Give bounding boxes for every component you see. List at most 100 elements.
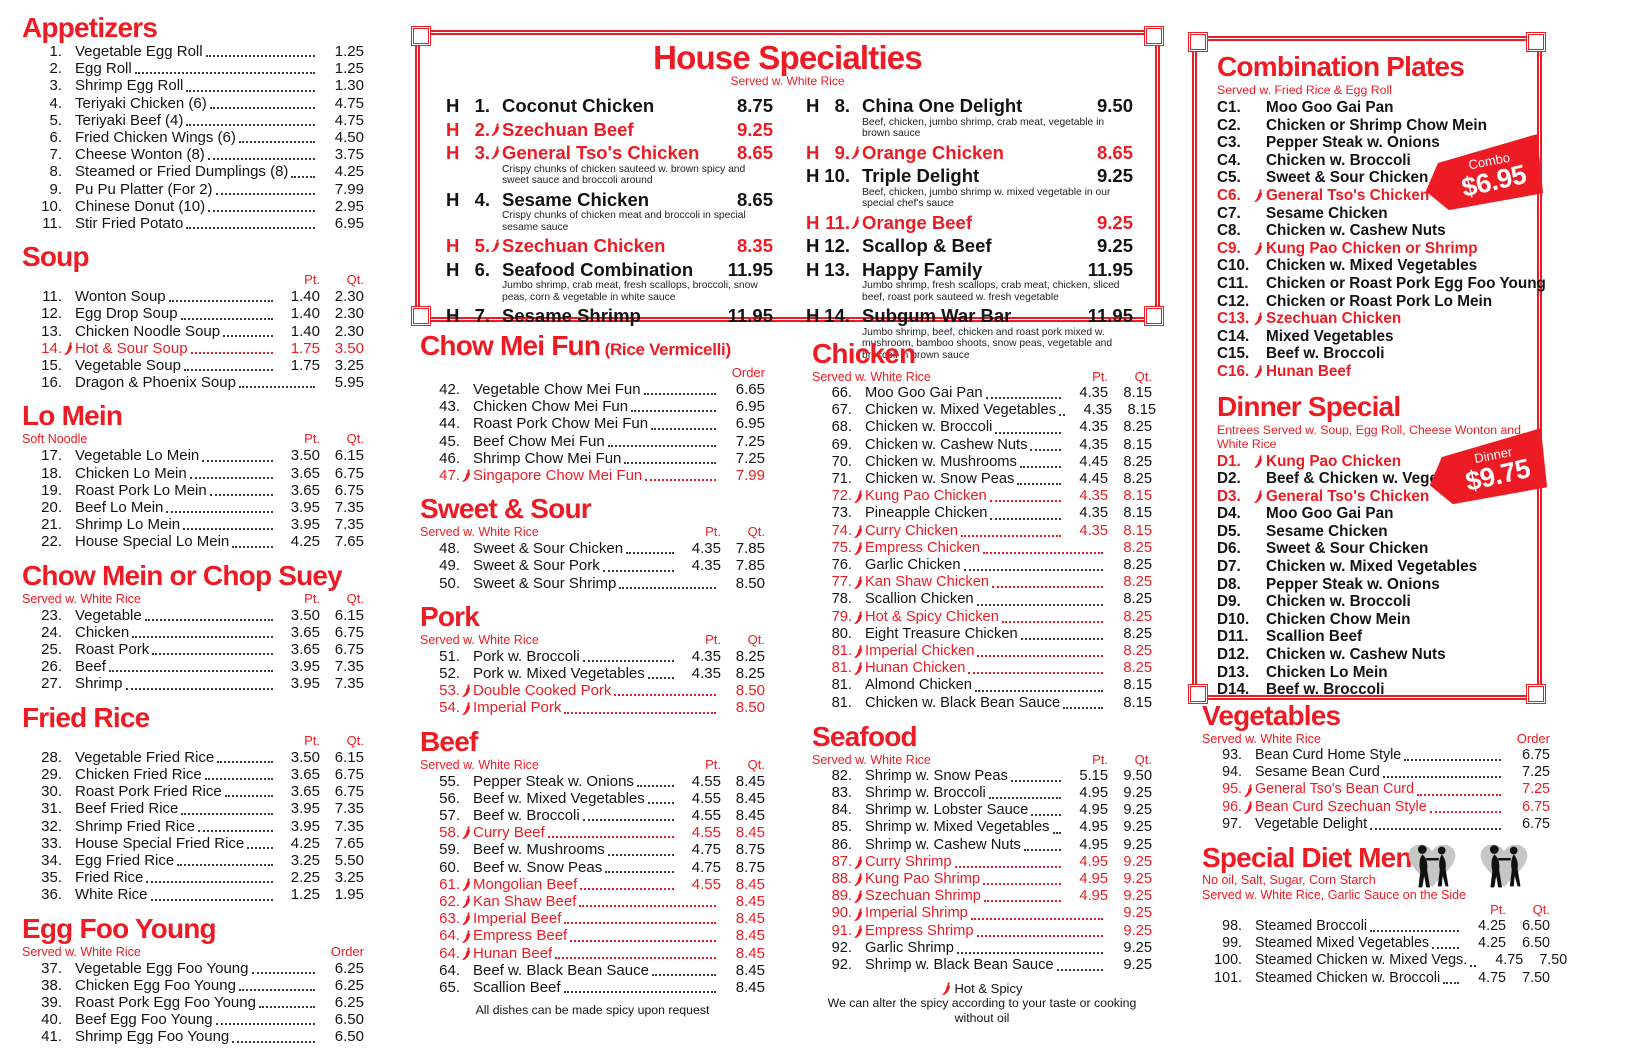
item-name: Chicken Egg Foo Young (75, 976, 236, 994)
item-price-qt: 8.25 (1123, 453, 1152, 470)
item-number: C16. (1217, 362, 1250, 380)
dotted-leader (204, 778, 273, 781)
item-name: Vegetable Soup (75, 357, 181, 375)
item-name: Roast Pork Egg Foo Young (75, 993, 256, 1011)
spicy-chili-icon (1254, 365, 1263, 379)
item-price-pt: 4.35 (1079, 522, 1108, 539)
item-price-qt: 6.75 (334, 641, 364, 659)
item-price: 6.95 (334, 215, 364, 233)
item-name: Empress Chicken (865, 539, 981, 556)
item-number: 11. (42, 215, 62, 233)
item-price-qt: 8.15 (1123, 436, 1152, 453)
section-title: Combination Plates (1217, 51, 1465, 82)
menu-item-row: 37. Vegetable Egg Foo Young 6.25 (22, 960, 364, 977)
item-name: Sesame Chicken (1266, 522, 1388, 540)
item-price-qt: 6.75 (334, 783, 364, 801)
item-number: 10. (41, 197, 62, 215)
item-name: Steamed Mixed Vegetables (1255, 935, 1430, 952)
menu-item-row: 70. Chicken w. Mushrooms 4.45 8.25 (812, 454, 1152, 471)
item-number: 5. (474, 235, 490, 256)
item-name: Kan Shaw Chicken (865, 574, 990, 591)
item-price-qt: 6.15 (334, 606, 364, 624)
menu-item-row: 27. Shrimp 3.95 7.35 (22, 675, 364, 692)
item-name: Kung Pao Chicken (1266, 452, 1402, 470)
item-price-qt: 7.85 (735, 557, 765, 575)
menu-item-row: D5. Sesame Chicken (1217, 523, 1525, 541)
section-subtitle: Served w. White Rice (22, 944, 141, 959)
section-title: Special Diet Menu (1202, 842, 1429, 874)
item-name: Chinese Donut (10) (75, 197, 206, 215)
section-subtitle: Served w. White Rice (812, 370, 931, 384)
item-price-qt: 8.15 (1127, 402, 1157, 419)
item-number: D11. (1217, 628, 1249, 646)
section-title: Pork (420, 600, 480, 632)
item-price-pt: 4.75 (691, 841, 721, 859)
dotted-leader (631, 410, 716, 413)
menu-section: Chicken Served w. White Rice Pt. Qt. 66. Moo … (812, 338, 1156, 712)
item-price-qt: 8.75 (735, 858, 765, 876)
item-price-pt: 4.55 (691, 789, 721, 807)
menu-item-row: 49. Sweet & Sour Pork 4.35 7.85 (420, 557, 765, 574)
item-price: 1.30 (334, 77, 364, 95)
item-price: 8.25 (1123, 643, 1152, 660)
item-number: 81. (831, 694, 852, 711)
menu-item-row: C16. Hunan Beef (1217, 363, 1525, 381)
menu-item-row: 62. Kan Shaw Beef 8.45 (420, 893, 765, 910)
menu-item-row: 81. Imperial Chicken 8.25 (812, 643, 1152, 660)
spicy-chili-icon (850, 215, 860, 229)
item-name: Beef Egg Foo Young (75, 1011, 213, 1029)
dotted-leader (168, 300, 273, 303)
item-name: Double Cooked Pork (473, 682, 612, 700)
item-price-pt: 4.35 (1083, 402, 1113, 419)
item-name: Teriyaki Beef (4) (75, 111, 184, 129)
item-price-qt: 3.25 (334, 869, 364, 887)
item-number: 15. (41, 357, 62, 375)
dotted-leader (976, 934, 1103, 937)
item-number: 28. (41, 748, 62, 766)
dotted-leader (1023, 848, 1061, 851)
menu-item-row: 12. Egg Drop Soup 1.40 2.30 (22, 305, 364, 322)
item-number: 87. (831, 853, 852, 870)
item-name: Shrimp Lo Mein (75, 516, 181, 534)
middle-left-column: Chow Mei Fun (Rice Vermicelli) Order 42. Ve… (420, 330, 765, 1018)
dotted-leader (232, 545, 273, 548)
item-price-qt: 8.15 (1123, 385, 1152, 401)
dotted-leader (186, 124, 315, 127)
item-name: Orange Beef (862, 211, 973, 233)
spicy-note-block: Hot & Spicy We can alter the spicy accord… (812, 981, 1152, 1026)
item-price: 8.25 (1123, 608, 1152, 625)
item-name: Beef w. Broccoli (1266, 681, 1385, 699)
item-number: 96. (1222, 798, 1242, 815)
dotted-leader (956, 952, 1103, 955)
menu-item-row: 74. Curry Chicken 4.35 8.15 (812, 523, 1152, 540)
item-number: 81. (831, 643, 852, 660)
item-price-pt: 3.65 (290, 783, 320, 801)
item-number: 79. (831, 608, 852, 625)
dotted-leader (1063, 706, 1103, 709)
item-number: 59. (439, 841, 460, 859)
item-number: 6. (474, 258, 490, 280)
item-number: 20. (41, 499, 62, 517)
menu-item-row: 10. Chinese Donut (10) 2.95 (22, 198, 364, 215)
item-number: D2. (1217, 470, 1241, 488)
item-name: General Tso's Bean Curd (1255, 781, 1415, 798)
item-name: Vegetable Egg Foo Young (75, 959, 249, 977)
spicy-chili-icon (852, 576, 863, 590)
item-number: 100. (1214, 952, 1242, 969)
item-price: 4.25 (334, 163, 364, 181)
item-number: C4. (1217, 151, 1241, 169)
item-price: 8.45 (735, 910, 765, 928)
item-number: 27. (41, 675, 62, 693)
item-number: 10. (824, 165, 850, 186)
item-name: Scallop & Beef (862, 235, 992, 256)
item-number: 7. (49, 146, 62, 164)
item-number: 2. (49, 60, 62, 78)
item-number: 95. (1222, 781, 1242, 798)
item-price-pt: 1.40 (290, 305, 320, 323)
dotted-leader (582, 660, 674, 663)
item-price-pt: 4.45 (1079, 471, 1108, 488)
item-price: 8.65 (736, 188, 773, 210)
item-name: Subgum War Bar (862, 305, 1012, 326)
item-number: D1. (1217, 452, 1241, 470)
item-price: 11.95 (1087, 258, 1133, 280)
